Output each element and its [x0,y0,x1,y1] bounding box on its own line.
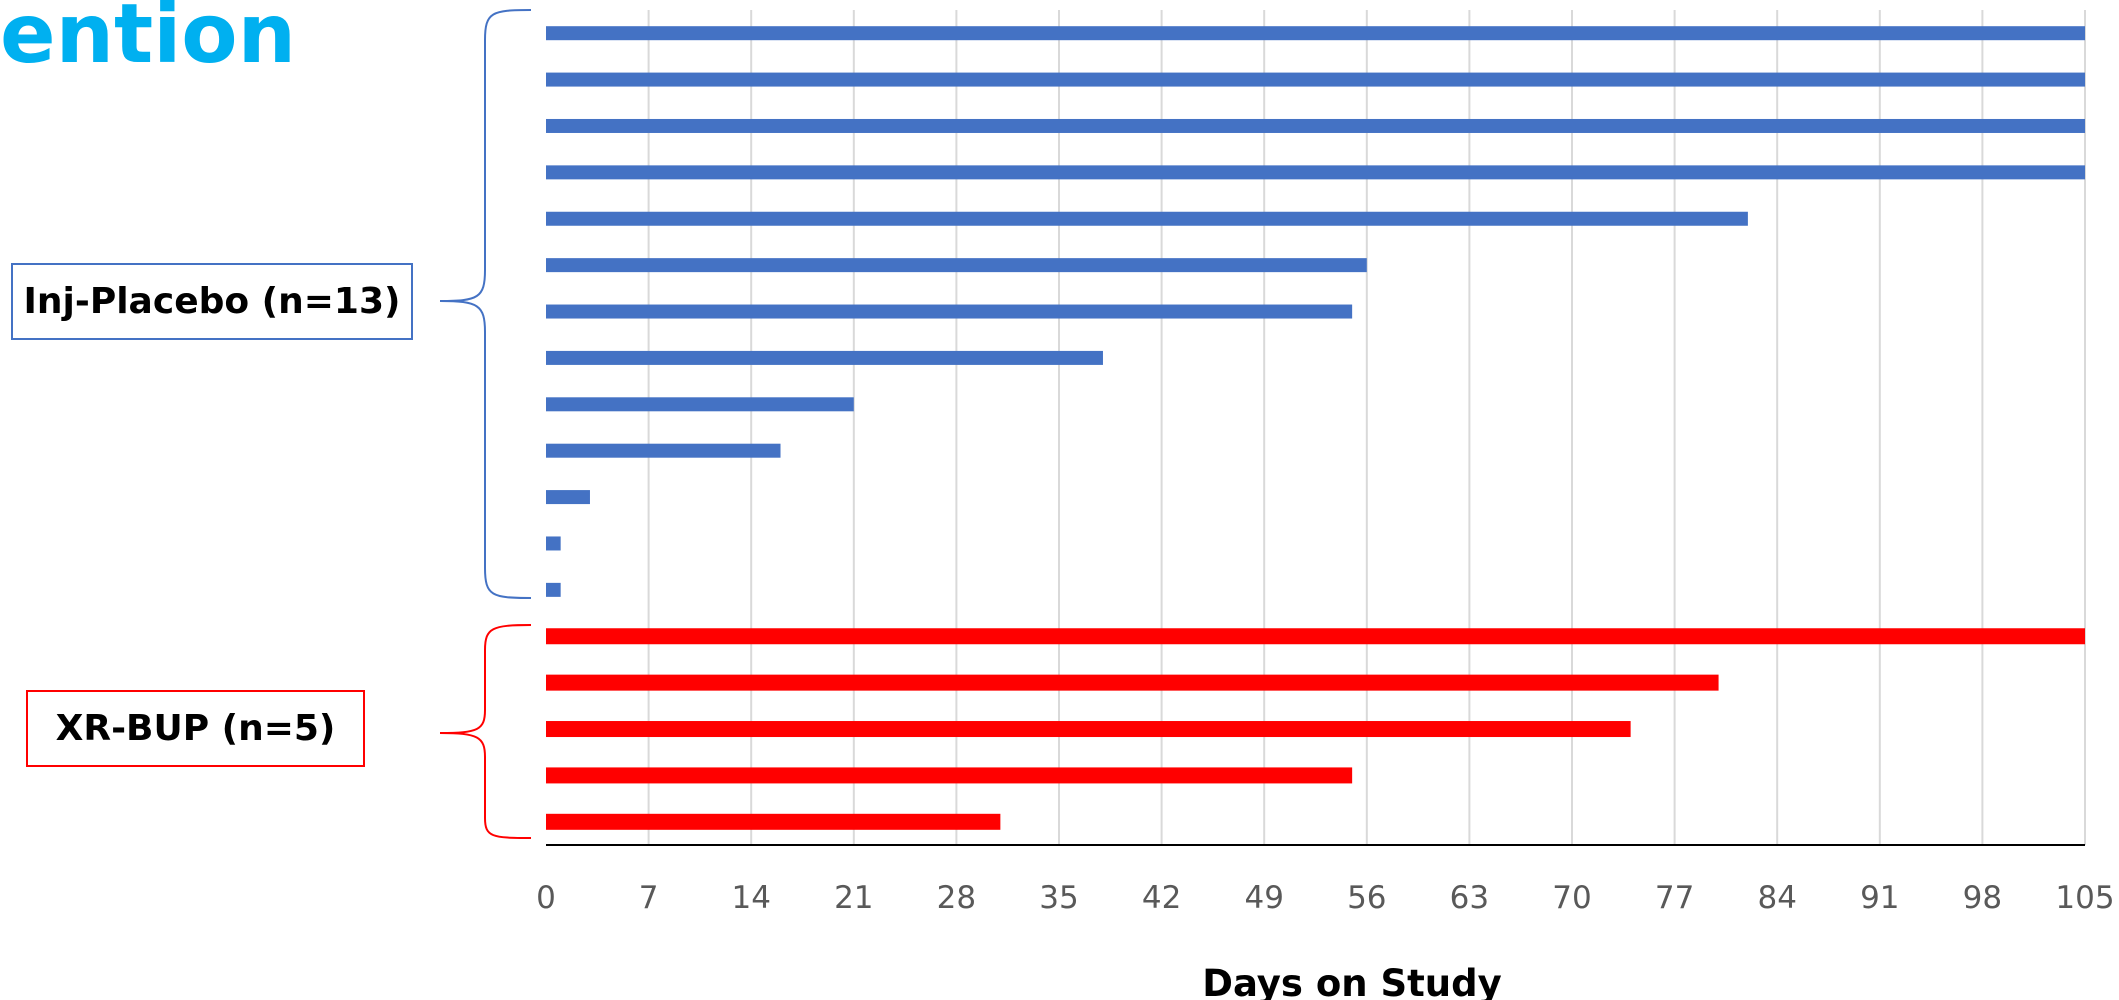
placebo-bar [546,26,2085,41]
group-braces [439,9,532,839]
xrbup-bar [546,674,1719,691]
x-tick-label: 91 [1860,880,1899,916]
placebo-bar [546,165,2085,180]
placebo-bar [546,490,590,505]
x-tick-label: 14 [731,880,770,916]
x-tick-label: 21 [834,880,873,916]
placebo-group-brace [439,9,532,599]
gridlines [647,10,2086,845]
xrbup-bar [546,813,1001,830]
x-tick-label: 98 [1963,880,2002,916]
placebo-bar [546,397,854,412]
placebo-bar [546,582,561,597]
x-tick-label: 84 [1757,880,1796,916]
x-tick-labels: 0 7 14 21 28 35 42 49 56 63 70 77 84 91 98 105 [536,880,2114,916]
slide-title: ention [0,0,297,82]
xrbup-bar [546,721,1631,738]
placebo-bar [546,443,781,458]
x-tick-label: 0 [536,880,556,916]
placebo-bar [546,536,561,551]
bars [546,26,2085,830]
x-tick-label: 70 [1552,880,1591,916]
x-tick-label: 63 [1450,880,1489,916]
x-tick-label: 42 [1142,880,1181,916]
x-axis-title: Days on Study [1202,962,1502,1000]
placebo-group-label: Inj-Placebo (n=13) [11,263,413,340]
x-tick-label: 56 [1347,880,1386,916]
x-tick-label: 7 [639,880,659,916]
x-tick-label: 77 [1655,880,1694,916]
x-tick-label: 49 [1244,880,1283,916]
xrbup-group-label: XR-BUP (n=5) [26,690,365,767]
placebo-bar [546,211,1748,226]
placebo-bar [546,350,1103,365]
xrbup-bar [546,628,2085,645]
x-tick-label: 105 [2055,880,2114,916]
xrbup-group-brace [439,624,532,839]
placebo-bar [546,258,1367,273]
placebo-bar [546,118,2085,133]
x-tick-label: 28 [937,880,976,916]
placebo-bar [546,72,2085,87]
xrbup-bar [546,767,1353,784]
x-tick-label: 35 [1039,880,1078,916]
placebo-bar [546,304,1353,319]
